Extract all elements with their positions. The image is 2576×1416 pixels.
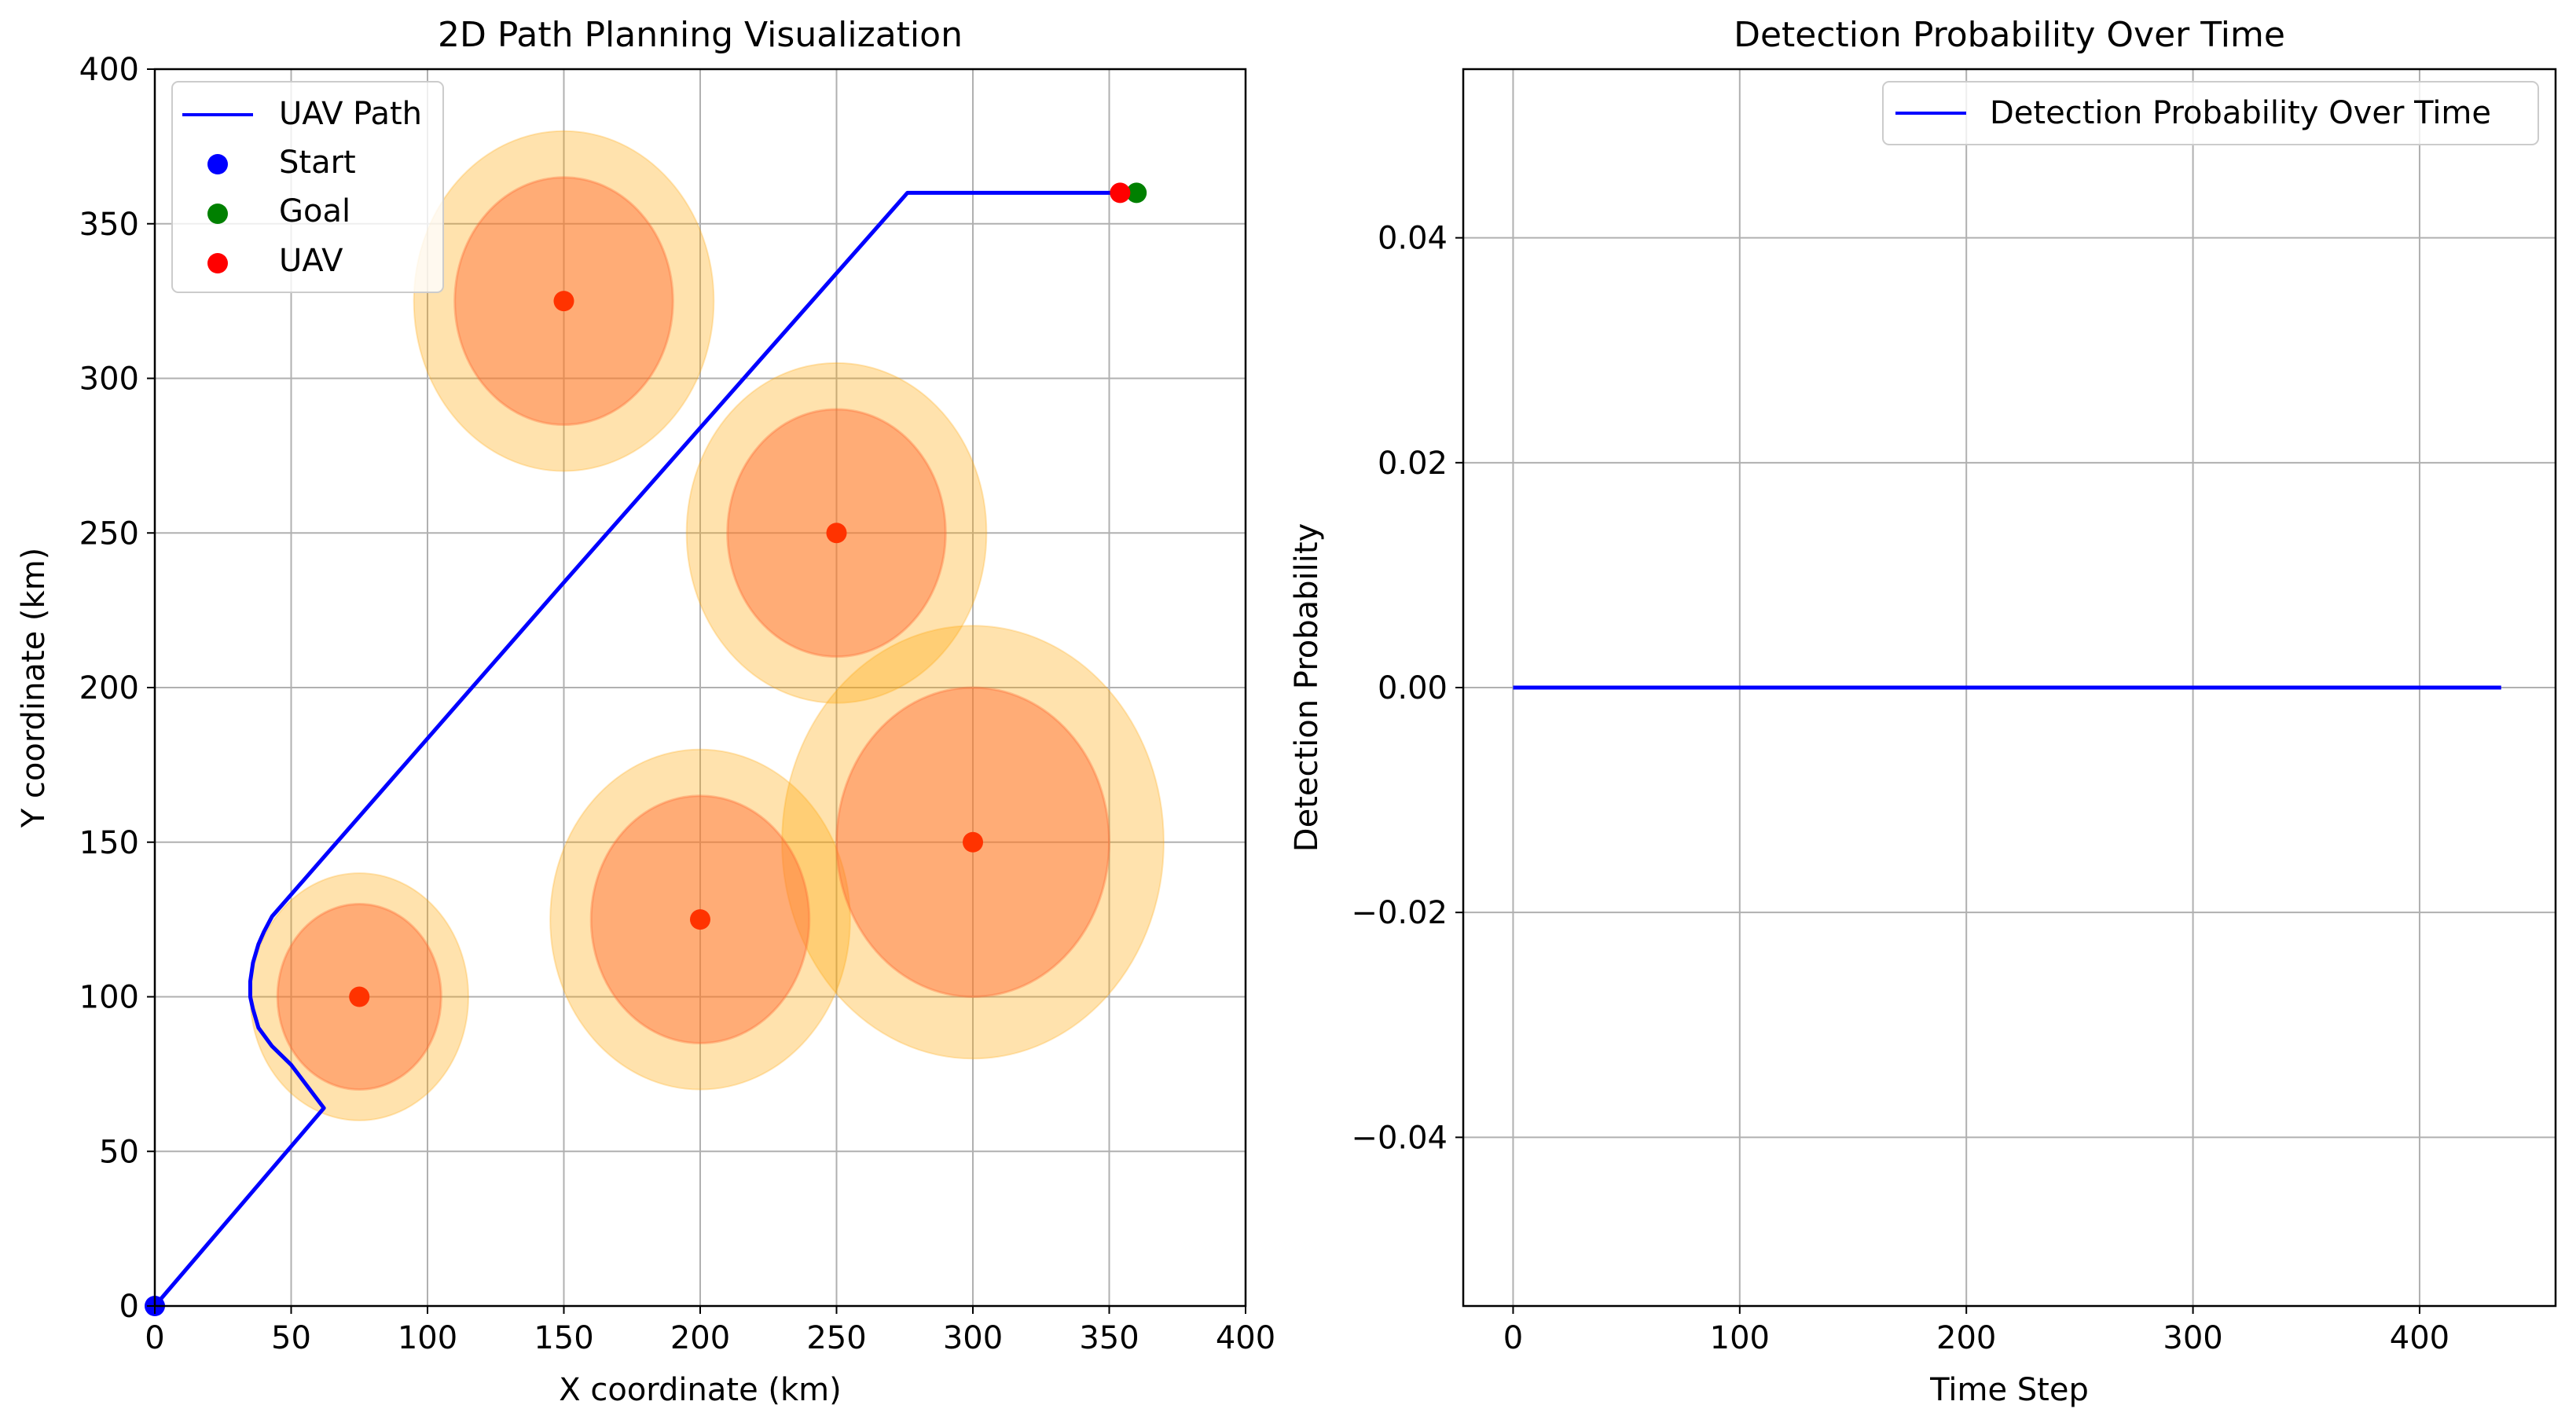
- detection-title: Detection Probability Over Time: [1734, 15, 2285, 55]
- legend-uav-swatch: [207, 253, 228, 273]
- y-axis-ticks: 0 50 100 150 200 250 300 350 400: [79, 52, 155, 1325]
- detection-y-tick-label: −0.04: [1351, 1120, 1448, 1156]
- path-planning-x-tick-label: 200: [670, 1320, 730, 1356]
- path-planning-x-tick-label: 50: [271, 1320, 311, 1356]
- legend-start-swatch: [207, 154, 228, 174]
- legend-goal-swatch: [207, 204, 228, 224]
- detection-x-tick-label: 400: [2390, 1320, 2449, 1356]
- detection-y-tick-label: 0.00: [1378, 670, 1448, 706]
- legend-uav-label: UAV: [279, 243, 343, 279]
- path-planning-y-tick-label: 350: [79, 207, 139, 243]
- legend-uav-path-label: UAV Path: [279, 96, 422, 132]
- detection-xlabel: Time Step: [1929, 1372, 2089, 1408]
- goal-point: [1126, 182, 1147, 204]
- detection-y-tick-label: 0.02: [1378, 446, 1448, 482]
- radar-center-marker: [553, 291, 574, 312]
- detection-x-tick-label: 0: [1503, 1320, 1523, 1356]
- path-planning-y-tick-label: 250: [79, 515, 139, 552]
- detection-y-tick-label: 0.04: [1378, 221, 1448, 257]
- detection-legend: Detection Probability Over Time: [1882, 81, 2539, 145]
- path-planning-x-tick-label: 300: [943, 1320, 1003, 1356]
- path-planning-x-tick-label: 150: [534, 1320, 593, 1356]
- path-planning-ylabel: Y coordinate (km): [16, 548, 52, 829]
- path-planning-y-tick-label: 50: [99, 1134, 139, 1170]
- detection-x-axis-ticks: 0 100 200 300 400: [1503, 1306, 2449, 1356]
- path-series: [155, 190, 1123, 1306]
- detection-legend-frame: [1882, 81, 2539, 145]
- path-planning-y-tick-label: 400: [79, 52, 139, 88]
- path-planning-y-tick-label: 300: [79, 361, 139, 398]
- path-planning-xlabel: X coordinate (km): [559, 1372, 842, 1408]
- legend-goal-label: Goal: [279, 193, 350, 229]
- path-planning-x-tick-label: 400: [1216, 1320, 1275, 1356]
- path-planning-panel: 0 50 100 150 200 250 300 350 400 0 50 100 150 200 250…: [16, 15, 1275, 1408]
- detection-x-tick-label: 100: [1710, 1320, 1770, 1356]
- path-planning-x-tick-label: 0: [145, 1320, 164, 1356]
- detection-y-axis-ticks: −0.04 −0.02 0.00 0.02 0.04: [1351, 221, 1463, 1156]
- uav-path-line: [155, 190, 1123, 1306]
- x-axis-ticks: 0 50 100 150 200 250 300 350 400: [145, 1306, 1275, 1356]
- path-planning-y-tick-label: 100: [79, 980, 139, 1016]
- path-planning-title: 2D Path Planning Visualization: [438, 15, 963, 55]
- detection-x-tick-label: 200: [1936, 1320, 1996, 1356]
- legend-start-label: Start: [279, 145, 356, 181]
- path-planning-x-tick-label: 100: [398, 1320, 457, 1356]
- path-planning-x-tick-label: 250: [806, 1320, 866, 1356]
- radar-center-marker: [963, 831, 983, 853]
- path-planning-y-tick-label: 150: [79, 825, 139, 861]
- detection-x-tick-label: 300: [2163, 1320, 2222, 1356]
- path-planning-y-tick-label: 0: [119, 1289, 139, 1325]
- path-planning-legend: UAV Path Start Goal UAV: [171, 81, 444, 293]
- radar-center-marker: [349, 986, 370, 1007]
- detection-y-tick-label: −0.02: [1351, 895, 1448, 931]
- path-planning-y-tick-label: 200: [79, 670, 139, 706]
- uav-point: [1110, 182, 1131, 204]
- detection-probability-panel: 0 100 200 300 400 −0.04 −0.02 0.00 0.02 0.04 Det…: [1289, 15, 2557, 1408]
- detection-ylabel: Detection Probability: [1289, 523, 1325, 852]
- radar-center-marker: [826, 523, 847, 544]
- legend-frame: [171, 81, 444, 293]
- path-planning-x-tick-label: 350: [1079, 1320, 1139, 1356]
- detection-legend-label: Detection Probability Over Time: [1990, 95, 2491, 131]
- radar-center-marker: [690, 909, 710, 930]
